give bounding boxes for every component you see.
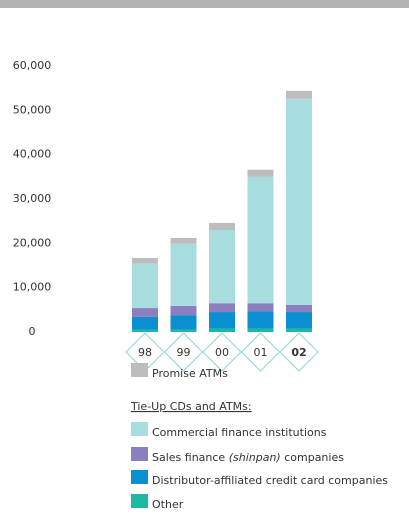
bar-segment bbox=[247, 311, 274, 329]
bar-segment bbox=[247, 328, 274, 332]
legend-label-part: (shinpan) bbox=[229, 451, 281, 464]
bar-segment bbox=[132, 329, 158, 332]
x-tick-label: 01 bbox=[254, 346, 268, 359]
legend-swatch bbox=[131, 494, 148, 508]
bar-segment bbox=[209, 328, 235, 332]
bar-segment bbox=[286, 312, 312, 329]
y-tick-label: 30,000 bbox=[13, 192, 52, 205]
legend-label: Sales finance (shinpan) companies bbox=[152, 451, 344, 464]
bar-segment bbox=[209, 303, 235, 313]
y-tick-label: 10,000 bbox=[13, 281, 52, 294]
category-diamond bbox=[240, 332, 281, 372]
legend-swatch bbox=[131, 470, 148, 484]
x-tick-label: 02 bbox=[291, 346, 306, 359]
bar-segment bbox=[170, 243, 197, 306]
bar-segment bbox=[209, 222, 235, 231]
category-diamond bbox=[163, 332, 204, 372]
y-tick-label: 20,000 bbox=[13, 236, 52, 249]
bar-segment bbox=[209, 312, 235, 329]
bar-segment bbox=[209, 230, 235, 304]
x-tick-label: 00 bbox=[215, 346, 229, 359]
legend-label-part: companies bbox=[281, 451, 345, 464]
legend-label: Other bbox=[152, 498, 184, 511]
bar-segment bbox=[132, 308, 158, 317]
legend-swatch bbox=[131, 422, 148, 436]
y-tick-label: 0 bbox=[29, 325, 36, 338]
bar-segment bbox=[170, 315, 197, 330]
legend-label-part: Sales finance bbox=[152, 451, 229, 464]
legend-group-label: Tie-Up CDs and ATMs: bbox=[130, 400, 252, 413]
legend-label: Distributor-affiliated credit card compa… bbox=[152, 474, 388, 487]
bar-segment bbox=[170, 305, 197, 316]
bar-segment bbox=[170, 238, 197, 244]
bar-segment bbox=[132, 263, 158, 309]
category-diamond bbox=[202, 332, 242, 372]
y-tick-label: 60,000 bbox=[13, 59, 52, 72]
y-tick-label: 40,000 bbox=[13, 148, 52, 161]
header-band bbox=[0, 0, 409, 8]
bar-segment bbox=[170, 329, 197, 332]
bar-segment bbox=[286, 328, 312, 332]
x-tick-label: 98 bbox=[138, 346, 152, 359]
y-tick-label: 50,000 bbox=[13, 103, 52, 116]
x-tick-label: 99 bbox=[177, 346, 191, 359]
category-diamond bbox=[279, 332, 319, 372]
bar-segment bbox=[132, 257, 158, 264]
legend-label: Commercial finance institutions bbox=[152, 426, 327, 439]
legend-swatch bbox=[131, 447, 148, 461]
legend-label: Promise ATMs bbox=[152, 367, 228, 380]
bar-segment bbox=[247, 169, 274, 177]
bar-segment bbox=[286, 98, 312, 305]
bar-segment bbox=[286, 90, 312, 99]
bar-segment bbox=[247, 303, 274, 312]
bar-segment bbox=[132, 316, 158, 330]
legend-swatch bbox=[131, 363, 148, 377]
bar-segment bbox=[286, 304, 312, 313]
bar-segment bbox=[247, 176, 274, 304]
